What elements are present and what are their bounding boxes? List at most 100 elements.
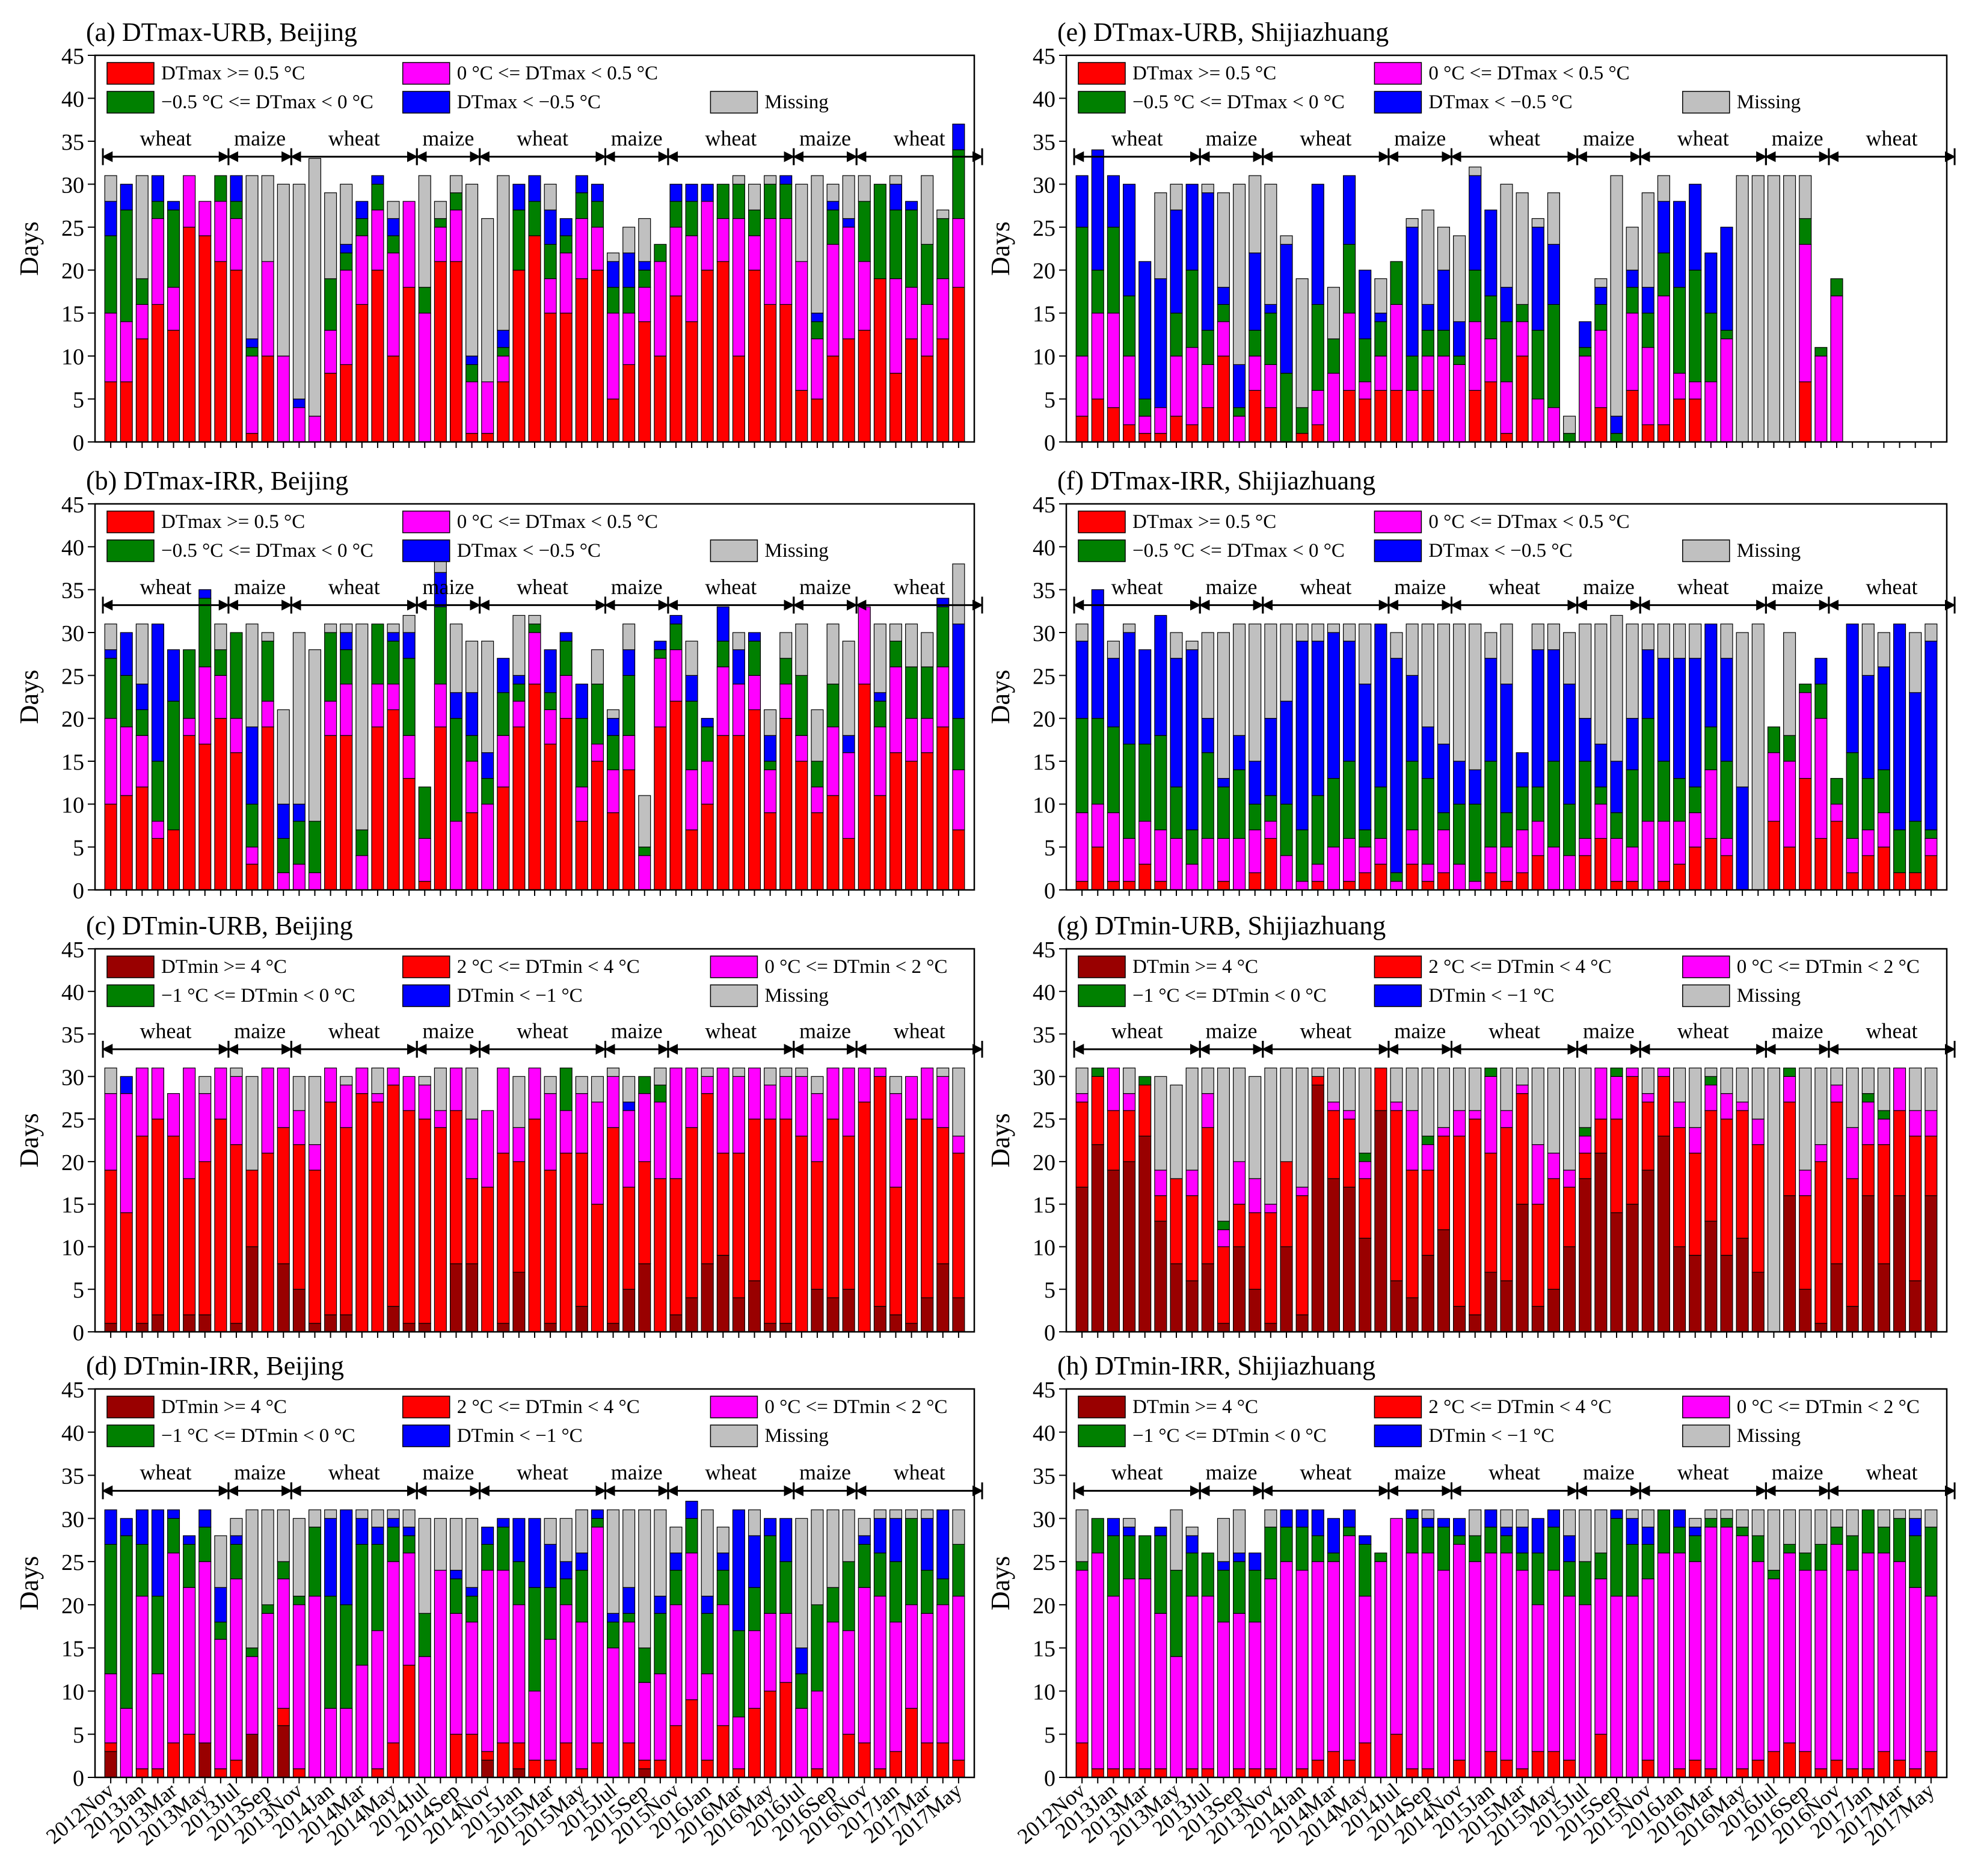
bar-2014Feb [1311,1067,1324,1332]
chart-panel-a: (a) DTmax-URB, BeijingDays05101520253035… [14,17,983,456]
bar-segment [1343,1118,1356,1188]
bar-segment [1343,1535,1356,1761]
bar-segment [544,183,557,210]
bar-2015Jan [1484,1509,1498,1778]
bar-2013Jan [1107,640,1120,890]
legend-label: Missing [1737,91,1801,113]
y-tick-label: 35 [1033,1464,1055,1489]
bar-segment [418,1613,431,1657]
bar-segment [748,632,761,642]
bar-segment [858,330,871,443]
bar-2014Dec [497,1518,510,1778]
legend-label: −1 °C <= DTmin < 0 °C [161,1425,355,1447]
bar-segment [1075,718,1089,814]
bar-segment [135,1323,149,1332]
bar-2013Jan [135,624,149,890]
bar-segment [1217,192,1230,288]
bar-segment [1075,624,1089,642]
bar-segment [1295,1195,1309,1316]
bar-2012Dec [120,1518,133,1778]
bar-segment [402,658,416,736]
bar-segment [1531,786,1544,822]
bar-segment [497,1518,510,1528]
y-tick-label: 0 [73,1766,84,1791]
bar-2016Aug [1783,1509,1796,1778]
bar-segment [434,1569,447,1778]
bar-segment [1799,244,1812,382]
season-label: wheat [1300,126,1351,150]
season-label: maize [611,126,663,150]
bar-segment [245,338,259,348]
legend-item: DTmax < −0.5 °C [1374,539,1573,562]
bar-segment [1720,1509,1733,1519]
bar-segment [245,1648,259,1657]
bar-2015Jan [1484,1067,1498,1332]
bar-segment [732,735,745,890]
bar-segment [1704,838,1718,890]
bar-segment [418,1323,431,1332]
y-tick-label: 15 [61,750,84,775]
bar-segment [497,1067,510,1154]
bar-segment [1421,1169,1434,1256]
bar-2016Nov [858,1518,871,1778]
bar-segment [135,624,149,685]
bar-segment [654,1759,667,1778]
bar-2016Jan [701,718,714,890]
bar-segment [1516,872,1529,890]
bar-segment [465,812,479,890]
legend-label: 0 °C <= DTmin < 2 °C [764,1396,947,1418]
bar-segment [1909,821,1922,874]
bar-segment [1343,1067,1356,1111]
bar-segment [512,700,526,728]
bar-segment [512,1561,526,1605]
bar-segment [1405,1110,1419,1171]
bar-segment [1075,175,1089,228]
bar-segment [1264,795,1277,822]
bar-segment [748,1630,761,1709]
bar-segment [873,1305,886,1332]
bar-2015May [1547,1509,1560,1778]
bar-segment [607,253,620,262]
bar-segment [1201,1768,1214,1778]
bar-segment [842,1733,855,1778]
bar-segment [607,1323,620,1332]
y-tick-label: 45 [1033,937,1055,963]
legend-item: DTmin < −1 °C [402,984,583,1007]
bar-segment [1295,1067,1309,1188]
bar-segment [905,666,918,719]
bar-2013Oct [1249,624,1262,890]
bar-2016Mar [1704,253,1718,443]
bar-segment [1327,1102,1340,1111]
bar-segment [1107,1518,1120,1536]
bar-segment [764,1118,777,1324]
bar-segment [230,1144,243,1324]
bar-segment [1405,1169,1419,1298]
bar-segment [1107,1169,1120,1332]
legend-item: DTmin >= 4 °C [106,1396,287,1418]
bar-2015May [1547,624,1560,890]
bar-segment [701,1759,714,1778]
y-tick-label: 25 [61,664,84,689]
bar-segment [402,1509,416,1528]
bar-segment [151,1118,164,1316]
bar-segment [952,1759,965,1778]
bar-segment [1861,1553,1875,1770]
bar-segment [858,201,871,262]
bar-2014Apr [1343,1509,1356,1778]
bar-segment [1594,1509,1608,1554]
y-tick-label: 35 [61,578,84,604]
bar-segment [1233,415,1246,443]
bar-2013Jun [1185,1527,1199,1778]
bar-segment [512,726,526,890]
bar-2012Nov [104,1067,117,1332]
bar-2014Sep [1421,1509,1434,1778]
bar-segment [1217,1229,1230,1248]
bar-segment [607,313,620,400]
bar-segment [1500,1553,1513,1761]
legend-swatch [106,1396,155,1418]
bar-segment [308,415,322,443]
bar-segment [1751,1272,1765,1332]
bar-segment [1814,1509,1828,1545]
bar-segment [748,640,761,676]
bar-2015Sep [1610,1067,1623,1332]
